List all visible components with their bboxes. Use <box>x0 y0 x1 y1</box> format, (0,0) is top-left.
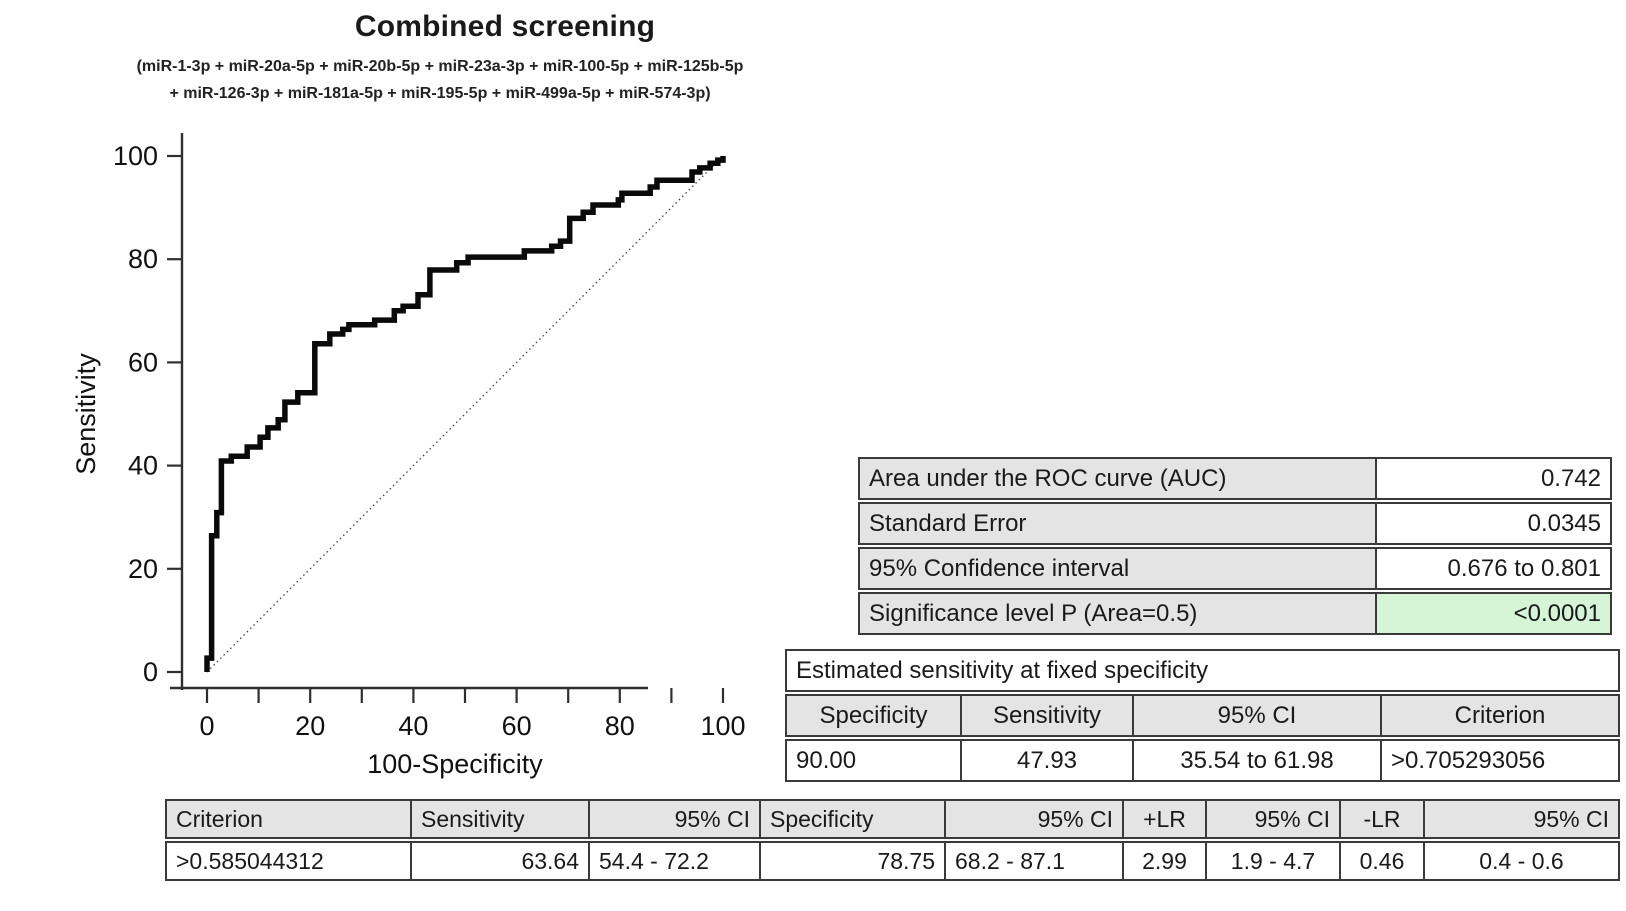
fixed-spec-value: >0.705293056 <box>1380 741 1618 780</box>
fixed-specificity-table: Estimated sensitivity at fixed specifici… <box>785 649 1620 784</box>
auc-table-row: Standard Error 0.0345 <box>858 502 1612 545</box>
criterion-value: 54.4 - 72.2 <box>588 843 759 879</box>
column-header: 95% CI <box>588 801 759 837</box>
auc-table-row: Significance level P (Area=0.5) <0.0001 <box>858 592 1612 635</box>
y-tick-label: 60 <box>128 347 158 377</box>
fixed-spec-title-row: Estimated sensitivity at fixed specifici… <box>785 649 1620 692</box>
x-tick-label: 80 <box>605 711 635 741</box>
x-tick-label: 20 <box>295 711 325 741</box>
auc-row-label: 95% Confidence interval <box>860 549 1375 588</box>
auc-table-row: Area under the ROC curve (AUC) 0.742 <box>858 457 1612 500</box>
fixed-spec-value: 35.54 to 61.98 <box>1132 741 1380 780</box>
y-axis-title: Sensitivity <box>71 353 101 475</box>
auc-row-label: Significance level P (Area=0.5) <box>860 594 1375 633</box>
y-tick-label: 0 <box>143 657 158 687</box>
criterion-value: 63.64 <box>410 843 588 879</box>
fixed-spec-value: 47.93 <box>960 741 1132 780</box>
criterion-value: 78.75 <box>759 843 944 879</box>
y-tick-label: 20 <box>128 554 158 584</box>
column-header: Criterion <box>167 801 410 837</box>
column-header: +LR <box>1122 801 1205 837</box>
x-tick-label: 0 <box>199 711 214 741</box>
criterion-value: 0.46 <box>1339 843 1423 879</box>
x-axis-title: 100-Specificity <box>367 749 543 779</box>
column-header: Specificity <box>759 801 944 837</box>
y-tick-label: 40 <box>128 451 158 481</box>
chart-subtitle-line1: (miR-1-3p + miR-20a-5p + miR-20b-5p + mi… <box>136 58 744 75</box>
criterion-header-row: Criterion Sensitivity 95% CI Specificity 95%… <box>165 799 1620 839</box>
criterion-data-row: >0.585044312 63.64 54.4 - 72.2 78.75 68.2 - … <box>165 841 1620 881</box>
auc-summary-table: Area under the ROC curve (AUC) 0.742 Stand… <box>858 457 1612 637</box>
auc-row-value: 0.676 to 0.801 <box>1375 549 1610 588</box>
criterion-value: 1.9 - 4.7 <box>1205 843 1339 879</box>
fixed-spec-header-row: Specificity Sensitivity 95% CI Criterion <box>785 694 1620 737</box>
y-tick-label: 100 <box>113 141 158 171</box>
column-header: Sensitivity <box>960 696 1132 735</box>
column-header: Sensitivity <box>410 801 588 837</box>
column-header: -LR <box>1339 801 1423 837</box>
x-tick-label: 60 <box>502 711 532 741</box>
roc-plot: 0 20 40 60 80 100 0 20 40 60 80 100 Sensitivity 100-S… <box>71 133 746 779</box>
roc-curve <box>204 156 726 672</box>
fixed-spec-title: Estimated sensitivity at fixed specifici… <box>796 657 1209 684</box>
criterion-value: >0.585044312 <box>176 848 324 874</box>
column-header: 95% CI <box>1132 696 1380 735</box>
chart-title: Combined screening <box>354 10 656 43</box>
auc-table-row: 95% Confidence interval 0.676 to 0.801 <box>858 547 1612 590</box>
chart-subtitle-line2: + miR-126-3p + miR-181a-5p + miR-195-5p … <box>169 85 711 102</box>
fixed-spec-data-row: 90.00 47.93 35.54 to 61.98 >0.705293056 <box>785 739 1620 782</box>
x-tick-label: 100 <box>700 711 745 741</box>
criterion-value: 0.4 - 0.6 <box>1423 843 1618 879</box>
column-header: Specificity <box>787 696 960 735</box>
column-header: 95% CI <box>944 801 1122 837</box>
criterion-table: Criterion Sensitivity 95% CI Specificity 95%… <box>165 799 1620 883</box>
column-header: Criterion <box>1380 696 1618 735</box>
criterion-value: 2.99 <box>1122 843 1205 879</box>
fixed-spec-value: 90.00 <box>796 747 857 774</box>
column-header: 95% CI <box>1205 801 1339 837</box>
auc-row-value: <0.0001 <box>1375 594 1610 633</box>
auc-row-value: 0.742 <box>1375 459 1610 498</box>
x-tick-label: 40 <box>398 711 428 741</box>
column-header: 95% CI <box>1423 801 1618 837</box>
auc-row-label: Standard Error <box>860 504 1375 543</box>
auc-row-value: 0.0345 <box>1375 504 1610 543</box>
y-tick-label: 80 <box>128 244 158 274</box>
criterion-value: 68.2 - 87.1 <box>944 843 1122 879</box>
auc-row-label: Area under the ROC curve (AUC) <box>860 459 1375 498</box>
